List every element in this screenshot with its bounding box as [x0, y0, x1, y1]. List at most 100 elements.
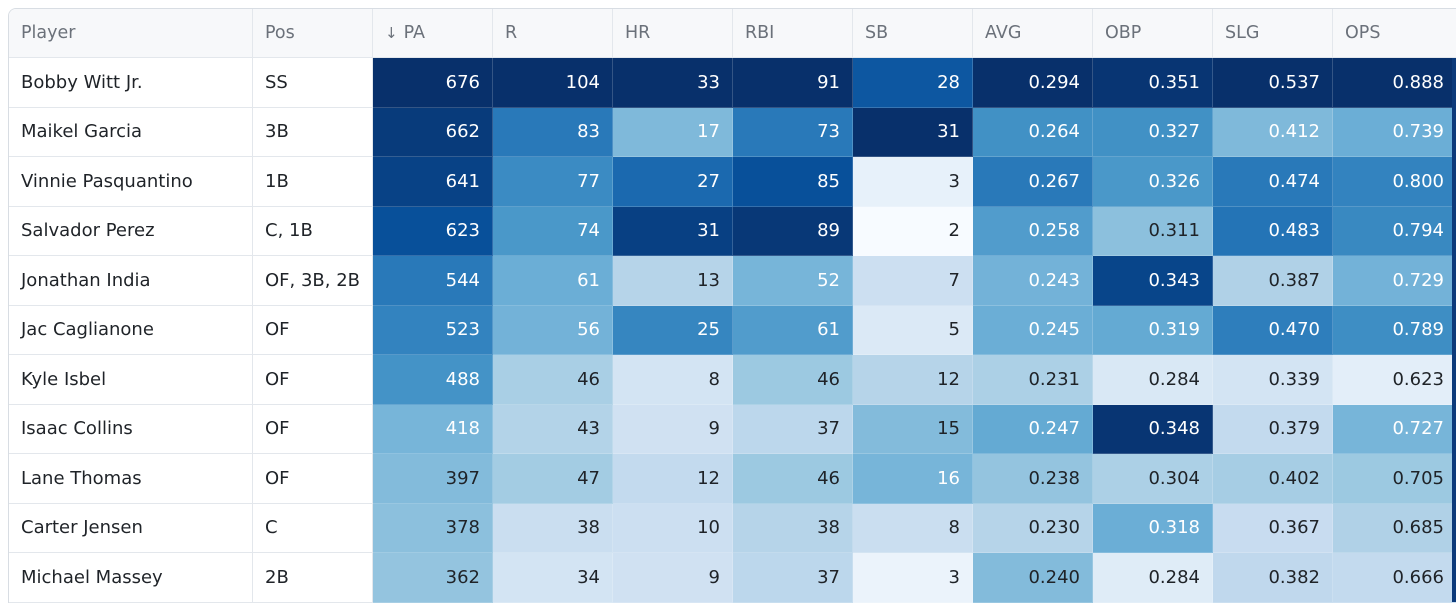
column-header-obp[interactable]: OBP: [1093, 9, 1213, 58]
position-cell: 1B: [253, 157, 373, 207]
sb-cell: 8: [853, 503, 973, 553]
table-row[interactable]: Bobby Witt Jr. SS 676 104 33 91 28 0.294 0.351 0.…: [9, 58, 1456, 108]
slg-cell: 0.367: [1213, 503, 1333, 553]
hr-cell: 12: [613, 454, 733, 504]
player-name-cell: Maikel Garcia: [9, 107, 253, 157]
slg-cell: 0.339: [1213, 355, 1333, 405]
sb-cell: 7: [853, 256, 973, 306]
position-cell: 2B: [253, 553, 373, 603]
hr-cell: 27: [613, 157, 733, 207]
avg-cell: 0.238: [973, 454, 1093, 504]
hr-cell: 17: [613, 107, 733, 157]
slg-cell: 0.382: [1213, 553, 1333, 603]
r-cell: 43: [493, 404, 613, 454]
column-header-hr[interactable]: HR: [613, 9, 733, 58]
table-body: Bobby Witt Jr. SS 676 104 33 91 28 0.294 0.351 0.…: [9, 58, 1456, 603]
ops-cell: 0.623: [1333, 355, 1456, 405]
table-row[interactable]: Vinnie Pasquantino 1B 641 77 27 85 3 0.267 0.326…: [9, 157, 1456, 207]
column-header-label: OPS: [1345, 23, 1381, 43]
obp-cell: 0.319: [1093, 305, 1213, 355]
column-header-r[interactable]: R: [493, 9, 613, 58]
r-cell: 104: [493, 58, 613, 108]
sb-cell: 5: [853, 305, 973, 355]
player-name-cell: Kyle Isbel: [9, 355, 253, 405]
r-cell: 47: [493, 454, 613, 504]
position-cell: C, 1B: [253, 206, 373, 256]
slg-cell: 0.470: [1213, 305, 1333, 355]
rbi-cell: 52: [733, 256, 853, 306]
rbi-cell: 61: [733, 305, 853, 355]
scrollbar-edge[interactable]: [1452, 58, 1456, 602]
column-header-pa[interactable]: ↓ PA: [373, 9, 493, 58]
hr-cell: 13: [613, 256, 733, 306]
column-header-sb[interactable]: SB: [853, 9, 973, 58]
column-header-pos[interactable]: Pos: [253, 9, 373, 58]
column-header-slg[interactable]: SLG: [1213, 9, 1333, 58]
ops-cell: 0.705: [1333, 454, 1456, 504]
sb-cell: 31: [853, 107, 973, 157]
pa-cell: 397: [373, 454, 493, 504]
obp-cell: 0.351: [1093, 58, 1213, 108]
avg-cell: 0.247: [973, 404, 1093, 454]
column-header-label: R: [505, 23, 518, 43]
table-row[interactable]: Kyle Isbel OF 488 46 8 46 12 0.231 0.284 0.339 0.6…: [9, 355, 1456, 405]
r-cell: 38: [493, 503, 613, 553]
column-header-label: OBP: [1105, 23, 1142, 43]
r-cell: 61: [493, 256, 613, 306]
table-row[interactable]: Isaac Collins OF 418 43 9 37 15 0.247 0.348 0.379…: [9, 404, 1456, 454]
avg-cell: 0.267: [973, 157, 1093, 207]
r-cell: 34: [493, 553, 613, 603]
player-name-cell: Carter Jensen: [9, 503, 253, 553]
slg-cell: 0.379: [1213, 404, 1333, 454]
pa-cell: 662: [373, 107, 493, 157]
column-header-ops[interactable]: OPS: [1333, 9, 1456, 58]
slg-cell: 0.402: [1213, 454, 1333, 504]
table-row[interactable]: Michael Massey 2B 362 34 9 37 3 0.240 0.284 0.382…: [9, 553, 1456, 603]
position-cell: 3B: [253, 107, 373, 157]
ops-cell: 0.666: [1333, 553, 1456, 603]
avg-cell: 0.230: [973, 503, 1093, 553]
slg-cell: 0.387: [1213, 256, 1333, 306]
sb-cell: 3: [853, 553, 973, 603]
position-cell: OF: [253, 404, 373, 454]
column-header-label: SLG: [1225, 23, 1260, 43]
pa-cell: 623: [373, 206, 493, 256]
position-cell: SS: [253, 58, 373, 108]
r-cell: 74: [493, 206, 613, 256]
obp-cell: 0.326: [1093, 157, 1213, 207]
hr-cell: 9: [613, 553, 733, 603]
obp-cell: 0.284: [1093, 553, 1213, 603]
player-name-cell: Bobby Witt Jr.: [9, 58, 253, 108]
pa-cell: 676: [373, 58, 493, 108]
table-row[interactable]: Lane Thomas OF 397 47 12 46 16 0.238 0.304 0.402 0…: [9, 454, 1456, 504]
column-header-avg[interactable]: AVG: [973, 9, 1093, 58]
column-header-label: Player: [21, 23, 76, 43]
player-name-cell: Jonathan India: [9, 256, 253, 306]
obp-cell: 0.284: [1093, 355, 1213, 405]
position-cell: OF: [253, 454, 373, 504]
avg-cell: 0.245: [973, 305, 1093, 355]
avg-cell: 0.243: [973, 256, 1093, 306]
avg-cell: 0.231: [973, 355, 1093, 405]
column-header-player[interactable]: Player: [9, 9, 253, 58]
table-row[interactable]: Jonathan India OF, 3B, 2B 544 61 13 52 7 0.243 0…: [9, 256, 1456, 306]
position-cell: OF, 3B, 2B: [253, 256, 373, 306]
player-name-cell: Lane Thomas: [9, 454, 253, 504]
column-header-label: AVG: [985, 23, 1022, 43]
position-cell: OF: [253, 355, 373, 405]
table-row[interactable]: Jac Caglianone OF 523 56 25 61 5 0.245 0.319 0.47…: [9, 305, 1456, 355]
pa-cell: 544: [373, 256, 493, 306]
table-row[interactable]: Carter Jensen C 378 38 10 38 8 0.230 0.318 0.367 0…: [9, 503, 1456, 553]
pa-cell: 488: [373, 355, 493, 405]
sb-cell: 16: [853, 454, 973, 504]
rbi-cell: 85: [733, 157, 853, 207]
column-header-rbi[interactable]: RBI: [733, 9, 853, 58]
table-row[interactable]: Salvador Perez C, 1B 623 74 31 89 2 0.258 0.311 0…: [9, 206, 1456, 256]
ops-cell: 0.727: [1333, 404, 1456, 454]
hr-cell: 25: [613, 305, 733, 355]
table-row[interactable]: Maikel Garcia 3B 662 83 17 73 31 0.264 0.327 0.41…: [9, 107, 1456, 157]
rbi-cell: 46: [733, 355, 853, 405]
hr-cell: 10: [613, 503, 733, 553]
hr-cell: 33: [613, 58, 733, 108]
ops-cell: 0.685: [1333, 503, 1456, 553]
